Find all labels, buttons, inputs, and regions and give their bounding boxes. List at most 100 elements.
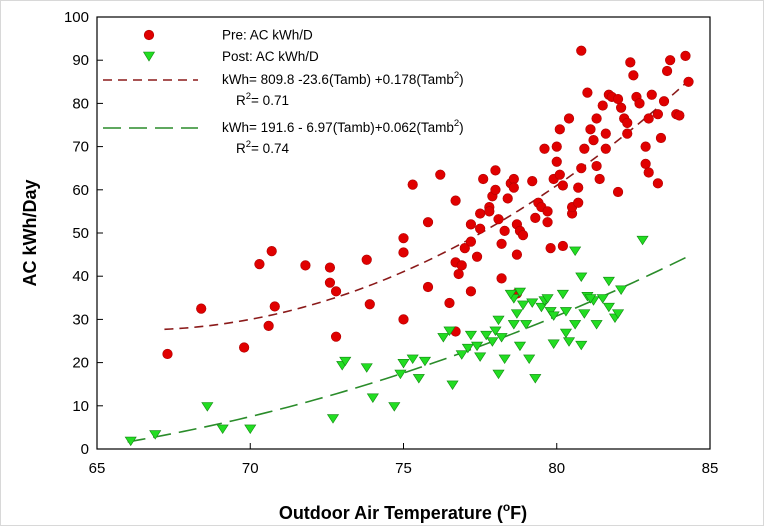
x-tick-label: 80 [548,460,565,477]
pre-data-point [643,113,654,124]
post-data-point [596,294,609,304]
post-data-point [201,402,214,412]
post-data-point [520,320,533,330]
pre-data-point [499,225,510,236]
pre-data-point [444,297,455,309]
pre-data-point [588,135,599,146]
post-data-point [244,424,257,435]
post-data-point [149,430,162,440]
post-data-point [360,363,373,373]
post-data-point [523,354,536,365]
post-data-point [339,356,352,367]
pre-data-point [579,143,590,154]
pre-data-point [496,238,507,249]
pre-data-point [471,251,483,262]
pre-data-point [655,132,667,144]
pre-data-point [576,163,587,174]
post-data-point [547,311,560,321]
post-data-point [418,356,432,367]
pre-data-point [527,176,538,187]
pre-data-point [622,117,633,128]
pre-data-point [545,243,556,254]
pre-data-point [269,301,280,312]
pre-data-point [422,217,434,228]
pre-data-point [517,230,529,241]
post-data-point [575,272,588,282]
pre-data-point [683,76,694,87]
pre-data-point [263,320,274,331]
post-data-point [513,341,527,352]
pre-data-point [435,169,446,180]
legend-pre-label: Pre: AC kWh/D [222,28,313,43]
pre-data-point [539,143,550,154]
post-data-point [535,302,548,313]
pre-data-point [493,214,504,225]
pre-data-point [551,141,562,152]
pre-data-point [554,124,565,135]
pre-data-point [600,143,611,154]
pre-data-point [324,277,336,288]
legend-post-fit-equation: kWh= 191.6 - 6.97(Tamb)+0.062(Tamb2) [222,118,464,135]
pre-data-point [530,212,541,223]
pre-data-point [496,273,507,284]
pre-data-point [646,89,657,100]
post-data-point [474,352,487,362]
pre-data-point [680,50,691,61]
post-data-point [486,337,499,347]
post-data-point [575,340,588,351]
pre-data-point [622,128,633,139]
pre-data-point [478,173,489,185]
pre-data-point [652,178,663,189]
fit-curves [127,80,690,443]
post-data-point [437,333,450,343]
y-tick-label: 10 [72,398,89,415]
post-data-point [584,294,597,304]
post-data-point [492,315,505,326]
pre-data-point [465,219,477,230]
pre-data-point [459,243,470,254]
pre-data-point [266,246,277,257]
post-data-point [489,326,502,336]
pre-data-point [661,65,673,77]
post-data-point [602,276,615,287]
post-data-point [498,354,511,365]
pre-data-point [600,128,611,139]
pre-data-point [563,113,575,124]
post-data-point [366,393,379,403]
pre-data-point [652,109,663,120]
y-tick-label: 100 [64,9,89,26]
y-tick-label: 40 [72,268,89,285]
post-data-point [443,326,456,336]
y-tick-label: 50 [72,225,89,242]
y-tick-label: 80 [72,95,89,112]
pre-data-point [625,57,636,68]
axis-ticks: 0 10 20 30 40 50 60 70 80 90 100 65 70 75 80 85 [64,9,718,477]
post-data-point [495,333,508,343]
pre-data-point [658,96,670,107]
post-data-point [216,424,229,435]
post-data-point [569,246,582,257]
x-tick-label: 70 [242,460,259,477]
post-fit-curve [127,256,686,443]
pre-data-point [674,110,685,121]
pre-data-point [398,233,409,244]
legend-pre-marker [143,29,155,41]
pre-data-point [330,331,342,342]
post-data-point [615,285,628,295]
pre-data-point [576,45,587,56]
pre-data-point [508,173,519,185]
y-tick-label: 60 [72,182,89,199]
pre-data-point [573,197,584,208]
post-data-point [611,309,625,319]
post-data-point [590,320,603,330]
post-data-point [559,307,572,317]
pre-data-point [484,206,495,217]
pre-data-point [196,303,207,314]
post-data-point [547,339,560,349]
data-points [124,45,694,447]
pre-data-point [502,193,513,204]
pre-data-point [364,299,375,310]
post-data-point [510,309,523,319]
pre-data-point [361,254,372,265]
